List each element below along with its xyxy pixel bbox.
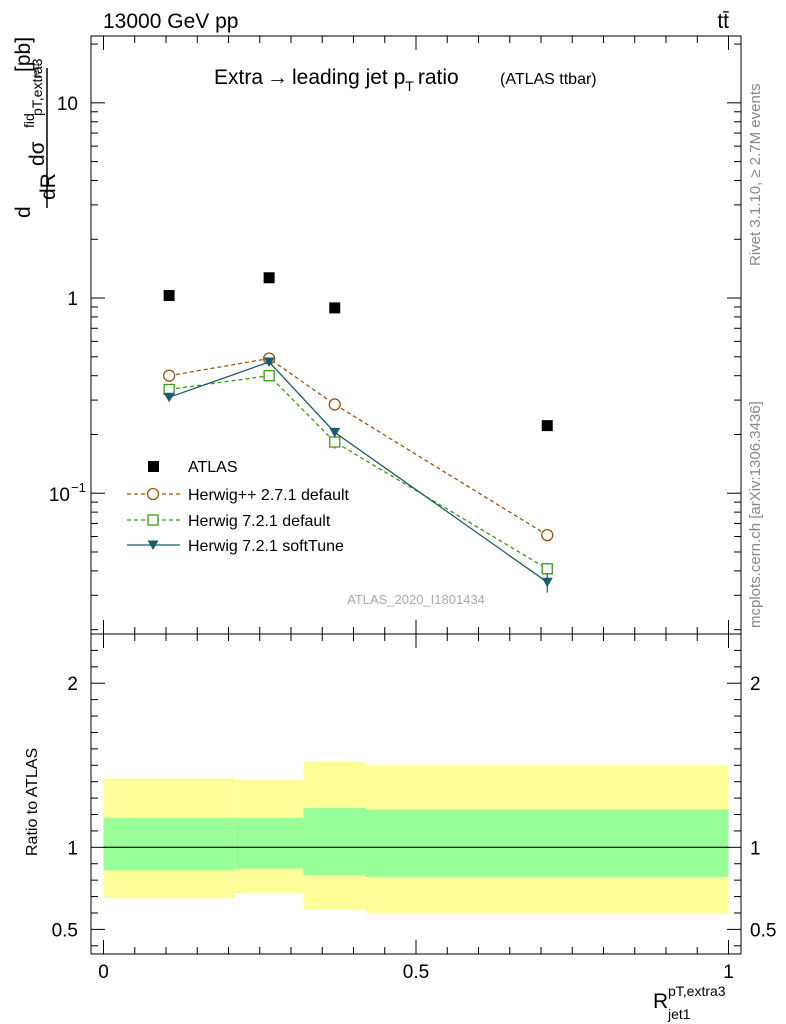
legend-label-herwig7-default: Herwig 7.2.1 default [188, 513, 331, 530]
ratio-y-tick-1-right: 1 [750, 838, 761, 859]
ylabel-subscript: pT,extra3 [29, 58, 45, 116]
main-panel: 10 1 10 −1 Extra → leading jet pT ratio (AT… [12, 35, 742, 635]
ratio-y-axis-label: Ratio to ATLAS [24, 748, 41, 856]
legend-marker-herwig7-default [147, 514, 159, 526]
ylabel-superscript: fid [21, 113, 37, 128]
legend-marker-herwig7-softtune [147, 540, 159, 550]
ratio-y-tick-2-right: 2 [750, 674, 761, 695]
legend-label-herwigpp: Herwig++ 2.7.1 default [188, 487, 350, 504]
legend-entry-herwig7-softtune: Herwig 7.2.1 softTune [127, 538, 344, 555]
y-tick-label-1: 1 [67, 289, 78, 310]
series-line-herwig-7-2-1-default [169, 375, 548, 570]
ratio-band-inner [366, 809, 729, 877]
y-tick-label-exponent: −1 [71, 480, 86, 495]
ylabel-unit: [pb] [12, 37, 35, 72]
plot-title: Extra → leading jet pT ratio (ATLAS ttbar) [214, 66, 597, 94]
header-process-label: tt̄ [717, 10, 729, 33]
ratio-band-inner [303, 807, 366, 876]
title-main: Extra → leading jet pT ratio [214, 66, 459, 94]
y-tick-label-0.1: 10 [49, 485, 70, 506]
x-tick-label-1: 1 [723, 962, 734, 983]
y-axis-label: d dσ fid pT,extra3 jet1 dR [pb] [12, 37, 60, 218]
ratio-band-inner [234, 817, 304, 869]
ylabel-numerator: dσ [26, 141, 49, 166]
ratio-y-tick-0.5-right: 0.5 [750, 920, 776, 941]
ratio-axis-ticks [91, 633, 741, 954]
legend-label-atlas: ATLAS [188, 459, 238, 476]
header-energy-label: 13000 GeV pp [103, 10, 238, 33]
ratio-panel: 2 1 0.5 2 1 0.5 0 0.5 1 Ratio to ATLAS R… [24, 633, 777, 1022]
main-series [162, 272, 554, 593]
ratio-y-tick-0.5: 0.5 [52, 920, 78, 941]
ratio-band-inner [103, 817, 235, 871]
legend-entry-atlas: ATLAS [148, 459, 238, 476]
data-point-herwig-2-7-1-default [328, 398, 341, 411]
xlabel-subscript: jet1 [667, 1006, 691, 1022]
data-point-herwig-7-2-1-softtune [329, 427, 341, 438]
legend-entry-herwigpp: Herwig++ 2.7.1 default [127, 487, 350, 504]
data-point-herwig-2-7-1-default [541, 528, 554, 542]
y-tick-label-10: 10 [57, 94, 78, 115]
data-point-atlas [541, 420, 553, 432]
data-point-herwig-7-2-1-softtune [163, 392, 175, 403]
ratio-uncertainty-bands [103, 762, 729, 913]
analysis-watermark: ATLAS_2020_I1801434 [347, 592, 485, 607]
xlabel-base: R [653, 990, 668, 1013]
data-point-herwig-7-2-1-softtune [541, 577, 553, 588]
series-line-herwig-7-2-1-softtune [168, 361, 548, 583]
data-point-herwig-2-7-1-default [162, 369, 176, 382]
data-point-herwig-7-2-1-softtune [263, 357, 275, 368]
ratio-x-tick-labels: 0 0.5 1 [98, 962, 734, 983]
legend-entry-herwig7-default: Herwig 7.2.1 default [127, 513, 331, 530]
legend-marker-atlas [148, 461, 159, 472]
series-line-herwig-2-7-1-default [169, 357, 548, 536]
legend: ATLAS Herwig++ 2.7.1 default Herwig 7.2.… [127, 459, 350, 555]
data-point-herwig-7-2-1-default [541, 563, 553, 575]
legend-marker-herwigpp [146, 487, 160, 501]
title-note: (ATLAS ttbar) [500, 71, 597, 88]
ylabel-subsubscript: jet1 [31, 62, 41, 78]
mcplots-label: mcplots.cern.ch [arXiv:1306.3436] [747, 401, 764, 628]
ratio-y-tick-labels: 2 1 0.5 2 1 0.5 [52, 674, 777, 941]
legend-label-herwig7-softtune: Herwig 7.2.1 softTune [188, 538, 344, 555]
ylabel-denominator: dR [37, 173, 60, 200]
x-tick-label-0: 0 [98, 962, 109, 983]
y-tick-labels: 10 1 10 −1 [49, 94, 86, 506]
data-point-atlas [329, 302, 341, 314]
x-axis-label: R pT,extra3 jet1 [653, 983, 726, 1022]
rivet-version-label: Rivet 3.1.10, ≥ 2.7M events [747, 84, 764, 267]
data-point-herwig-7-2-1-default [329, 436, 341, 448]
xlabel-superscript: pT,extra3 [668, 983, 726, 999]
x-tick-label-0.5: 0.5 [403, 962, 429, 983]
main-axis-ticks [91, 36, 741, 634]
data-point-herwig-7-2-1-default [263, 370, 275, 382]
data-point-atlas [163, 290, 175, 302]
ylabel-d: d [12, 206, 35, 218]
ratio-y-tick-1: 1 [67, 838, 78, 859]
ratio-y-tick-2: 2 [67, 674, 78, 695]
data-point-atlas [263, 272, 275, 284]
